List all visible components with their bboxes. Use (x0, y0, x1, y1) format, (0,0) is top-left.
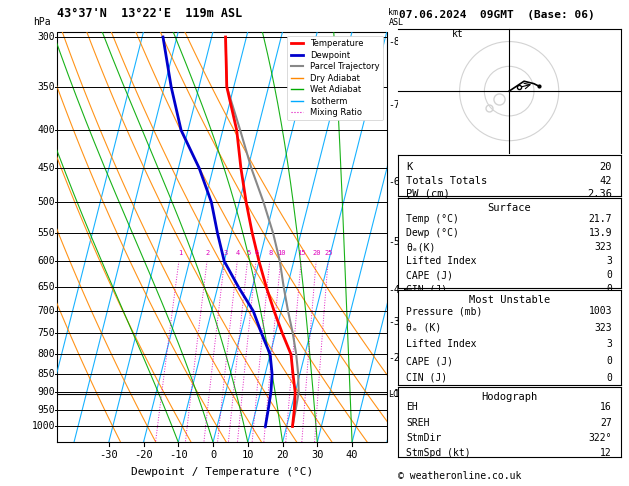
Text: 10: 10 (242, 451, 254, 460)
Text: 5: 5 (246, 250, 250, 256)
Text: -3: -3 (389, 317, 400, 328)
Text: 900: 900 (37, 387, 55, 398)
Text: CIN (J): CIN (J) (406, 373, 448, 382)
Text: kt: kt (452, 29, 464, 38)
Legend: Temperature, Dewpoint, Parcel Trajectory, Dry Adiabat, Wet Adiabat, Isotherm, Mi: Temperature, Dewpoint, Parcel Trajectory… (287, 36, 382, 121)
Text: CAPE (J): CAPE (J) (406, 270, 454, 280)
Text: 700: 700 (37, 306, 55, 316)
Text: Lifted Index: Lifted Index (406, 256, 477, 266)
Text: θₑ (K): θₑ (K) (406, 323, 442, 333)
Text: 1003: 1003 (588, 306, 612, 316)
Text: 750: 750 (37, 329, 55, 338)
Text: StmSpd (kt): StmSpd (kt) (406, 448, 471, 458)
Text: PW (cm): PW (cm) (406, 189, 450, 199)
Text: km
ASL: km ASL (389, 8, 403, 28)
Text: Pressure (mb): Pressure (mb) (406, 306, 483, 316)
Text: 30: 30 (311, 451, 323, 460)
Text: -2: -2 (389, 353, 400, 364)
Text: 15: 15 (298, 250, 306, 256)
Text: 322°: 322° (588, 433, 612, 443)
Text: Dewpoint / Temperature (°C): Dewpoint / Temperature (°C) (131, 467, 313, 477)
Text: 950: 950 (37, 405, 55, 415)
Text: 1000: 1000 (31, 421, 55, 432)
Text: 323: 323 (594, 323, 612, 333)
Text: 43°37'N  13°22'E  119m ASL: 43°37'N 13°22'E 119m ASL (57, 7, 242, 20)
Text: Totals Totals: Totals Totals (406, 176, 487, 186)
Text: -10: -10 (169, 451, 187, 460)
Text: StmDir: StmDir (406, 433, 442, 443)
Text: 850: 850 (37, 369, 55, 379)
Text: 10: 10 (277, 250, 286, 256)
Text: 323: 323 (594, 243, 612, 252)
Text: 4: 4 (236, 250, 240, 256)
Text: Surface: Surface (487, 203, 531, 213)
Text: hPa: hPa (33, 17, 51, 28)
Text: 13.9: 13.9 (588, 228, 612, 239)
Text: 1: 1 (178, 250, 182, 256)
Text: 16: 16 (600, 402, 612, 412)
Text: LCL: LCL (389, 390, 403, 399)
Text: CIN (J): CIN (J) (406, 284, 448, 294)
Text: 450: 450 (37, 163, 55, 173)
Text: 25: 25 (325, 250, 333, 256)
Text: 42: 42 (599, 176, 612, 186)
Text: © weatheronline.co.uk: © weatheronline.co.uk (398, 471, 521, 481)
Text: 40: 40 (346, 451, 359, 460)
Text: -5: -5 (389, 237, 400, 247)
Text: 600: 600 (37, 256, 55, 266)
Text: 400: 400 (37, 125, 55, 135)
Text: -20: -20 (134, 451, 153, 460)
Text: -7: -7 (389, 100, 400, 110)
Text: -4: -4 (389, 285, 400, 295)
Text: Dewp (°C): Dewp (°C) (406, 228, 459, 239)
Text: -1: -1 (389, 389, 400, 399)
Text: 650: 650 (37, 282, 55, 292)
Text: 0: 0 (606, 270, 612, 280)
Text: 300: 300 (37, 32, 55, 42)
Text: 20: 20 (276, 451, 289, 460)
Text: -8: -8 (389, 37, 400, 47)
Text: 0: 0 (606, 373, 612, 382)
Text: K: K (406, 162, 413, 173)
Text: 350: 350 (37, 82, 55, 92)
Text: θₑ(K): θₑ(K) (406, 243, 436, 252)
Text: Temp (°C): Temp (°C) (406, 214, 459, 225)
Text: CAPE (J): CAPE (J) (406, 356, 454, 366)
Text: 3: 3 (606, 339, 612, 349)
Text: 6: 6 (255, 250, 259, 256)
Text: 20: 20 (313, 250, 321, 256)
Text: Most Unstable: Most Unstable (469, 295, 550, 305)
Text: Lifted Index: Lifted Index (406, 339, 477, 349)
Text: Hodograph: Hodograph (481, 392, 537, 402)
Text: 2: 2 (206, 250, 210, 256)
Text: -30: -30 (99, 451, 118, 460)
Text: 21.7: 21.7 (588, 214, 612, 225)
Text: 2.36: 2.36 (587, 189, 612, 199)
Text: 0: 0 (606, 284, 612, 294)
Text: 0: 0 (606, 356, 612, 366)
Text: 8: 8 (269, 250, 272, 256)
Text: 3: 3 (606, 256, 612, 266)
Text: EH: EH (406, 402, 418, 412)
Text: 0: 0 (210, 451, 216, 460)
Text: 500: 500 (37, 197, 55, 207)
Text: 27: 27 (600, 417, 612, 428)
Text: -6: -6 (389, 177, 400, 187)
Text: 07.06.2024  09GMT  (Base: 06): 07.06.2024 09GMT (Base: 06) (399, 10, 595, 20)
Text: 12: 12 (600, 448, 612, 458)
Text: 800: 800 (37, 349, 55, 359)
Text: 3: 3 (223, 250, 228, 256)
Text: 550: 550 (37, 228, 55, 238)
Text: Mixing Ratio (g/kg): Mixing Ratio (g/kg) (405, 181, 415, 293)
Text: 20: 20 (599, 162, 612, 173)
Text: SREH: SREH (406, 417, 430, 428)
